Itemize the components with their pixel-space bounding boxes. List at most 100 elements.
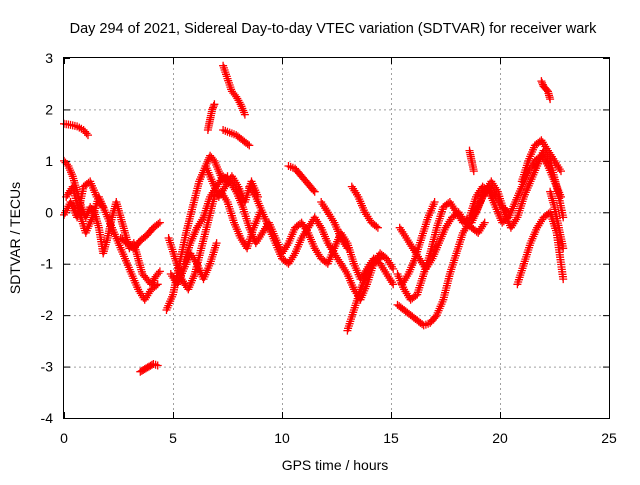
data-point bbox=[338, 236, 347, 245]
data-point bbox=[380, 265, 388, 274]
data-point bbox=[212, 239, 221, 248]
data-point bbox=[210, 100, 219, 109]
data-point bbox=[329, 247, 337, 256]
data-point bbox=[64, 188, 73, 197]
series-w bbox=[397, 198, 439, 289]
data-point bbox=[376, 254, 385, 263]
data-point bbox=[401, 274, 410, 283]
data-point bbox=[187, 251, 196, 260]
data-point bbox=[288, 253, 297, 262]
data-point bbox=[492, 185, 501, 194]
data-point bbox=[202, 159, 211, 168]
data-point bbox=[364, 267, 373, 276]
data-point bbox=[193, 223, 201, 232]
data-point bbox=[254, 235, 263, 243]
data-point bbox=[67, 168, 75, 177]
series-m bbox=[219, 126, 254, 150]
data-point bbox=[227, 179, 235, 188]
series-b bbox=[60, 156, 164, 289]
data-point bbox=[212, 161, 221, 169]
data-point bbox=[208, 105, 217, 114]
data-point bbox=[480, 218, 489, 227]
data-point bbox=[469, 167, 478, 176]
grid-lines bbox=[64, 58, 609, 418]
x-tick-label: 0 bbox=[60, 430, 68, 446]
data-point bbox=[408, 244, 417, 253]
series-v bbox=[395, 208, 489, 273]
data-point bbox=[383, 272, 392, 281]
data-point bbox=[506, 223, 515, 232]
data-point bbox=[304, 223, 313, 232]
data-point bbox=[243, 140, 252, 149]
data-point bbox=[218, 189, 227, 198]
data-point bbox=[155, 218, 164, 227]
data-point bbox=[230, 185, 239, 194]
data-point bbox=[447, 200, 456, 209]
data-point bbox=[210, 156, 219, 165]
data-point bbox=[343, 244, 352, 253]
data-point bbox=[418, 258, 426, 267]
chart-title: Day 294 of 2021, Sidereal Day-to-day VTE… bbox=[70, 21, 598, 37]
data-point bbox=[340, 265, 349, 274]
x-tick-label: 25 bbox=[601, 430, 617, 446]
data-point bbox=[406, 240, 415, 249]
data-point bbox=[527, 163, 535, 171]
y-tick-label: -3 bbox=[41, 359, 54, 375]
series-ac bbox=[546, 187, 568, 253]
x-tick-label: 20 bbox=[492, 430, 508, 446]
data-point bbox=[196, 217, 205, 226]
data-point bbox=[559, 244, 568, 253]
data-point bbox=[239, 106, 248, 115]
data-point bbox=[65, 164, 74, 173]
data-point bbox=[385, 258, 394, 267]
data-point bbox=[541, 142, 550, 151]
data-point bbox=[236, 100, 245, 109]
data-point bbox=[449, 204, 458, 213]
data-point bbox=[372, 222, 381, 231]
data-point bbox=[323, 208, 332, 217]
data-point bbox=[555, 165, 564, 174]
data-point bbox=[284, 259, 293, 268]
series-z bbox=[517, 136, 565, 186]
data-point bbox=[350, 186, 359, 195]
data-point bbox=[401, 287, 410, 296]
data-point bbox=[557, 167, 565, 176]
data-point bbox=[209, 102, 218, 110]
data-point bbox=[389, 264, 398, 273]
data-point bbox=[559, 213, 568, 222]
data-point bbox=[312, 215, 320, 224]
data-point bbox=[135, 287, 144, 296]
data-point bbox=[211, 184, 220, 193]
data-point bbox=[297, 218, 306, 227]
data-point bbox=[144, 289, 153, 298]
data-point bbox=[99, 203, 108, 212]
y-tick-label: 3 bbox=[45, 50, 53, 66]
x-axis-label: GPS time / hours bbox=[282, 457, 389, 473]
data-point bbox=[364, 214, 373, 223]
data-point bbox=[533, 223, 542, 232]
series-d bbox=[60, 177, 108, 222]
data-point bbox=[220, 193, 229, 202]
data-point bbox=[538, 78, 547, 87]
data-point bbox=[321, 204, 330, 213]
data-point bbox=[479, 220, 488, 229]
data-point bbox=[488, 179, 497, 188]
data-point bbox=[476, 224, 485, 233]
series-n bbox=[179, 172, 398, 289]
data-point bbox=[245, 182, 254, 191]
series-g bbox=[162, 162, 262, 314]
y-tick-label: 1 bbox=[45, 153, 53, 169]
data-point bbox=[180, 279, 189, 288]
x-tick-label: 5 bbox=[169, 430, 177, 446]
data-point bbox=[374, 255, 383, 264]
data-point bbox=[209, 103, 217, 112]
data-point bbox=[240, 110, 249, 119]
y-tick-label: -2 bbox=[41, 307, 54, 323]
data-point bbox=[335, 257, 344, 266]
data-point bbox=[537, 136, 546, 145]
data-point bbox=[454, 208, 463, 217]
data-markers bbox=[60, 61, 568, 376]
data-point bbox=[480, 187, 489, 196]
data-point bbox=[386, 276, 395, 285]
series-p bbox=[284, 162, 319, 196]
